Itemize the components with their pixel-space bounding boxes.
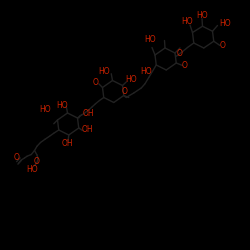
Text: O: O [220, 40, 226, 50]
Text: OH: OH [62, 139, 73, 148]
Text: HO: HO [196, 11, 208, 20]
Text: O: O [93, 78, 99, 87]
Text: O: O [34, 156, 40, 166]
Text: OH: OH [83, 108, 94, 118]
Text: HO: HO [39, 106, 51, 114]
Text: HO: HO [220, 19, 231, 28]
Text: O: O [176, 50, 182, 58]
Text: O: O [182, 61, 188, 70]
Text: O: O [14, 152, 20, 162]
Text: HO: HO [140, 67, 152, 76]
Text: OH: OH [81, 125, 93, 134]
Text: HO: HO [98, 68, 110, 76]
Text: HO: HO [144, 36, 156, 44]
Text: HO: HO [181, 18, 193, 26]
Text: O: O [122, 86, 128, 96]
Text: HO: HO [57, 100, 68, 110]
Text: HO: HO [27, 165, 38, 174]
Text: HO: HO [125, 76, 136, 84]
